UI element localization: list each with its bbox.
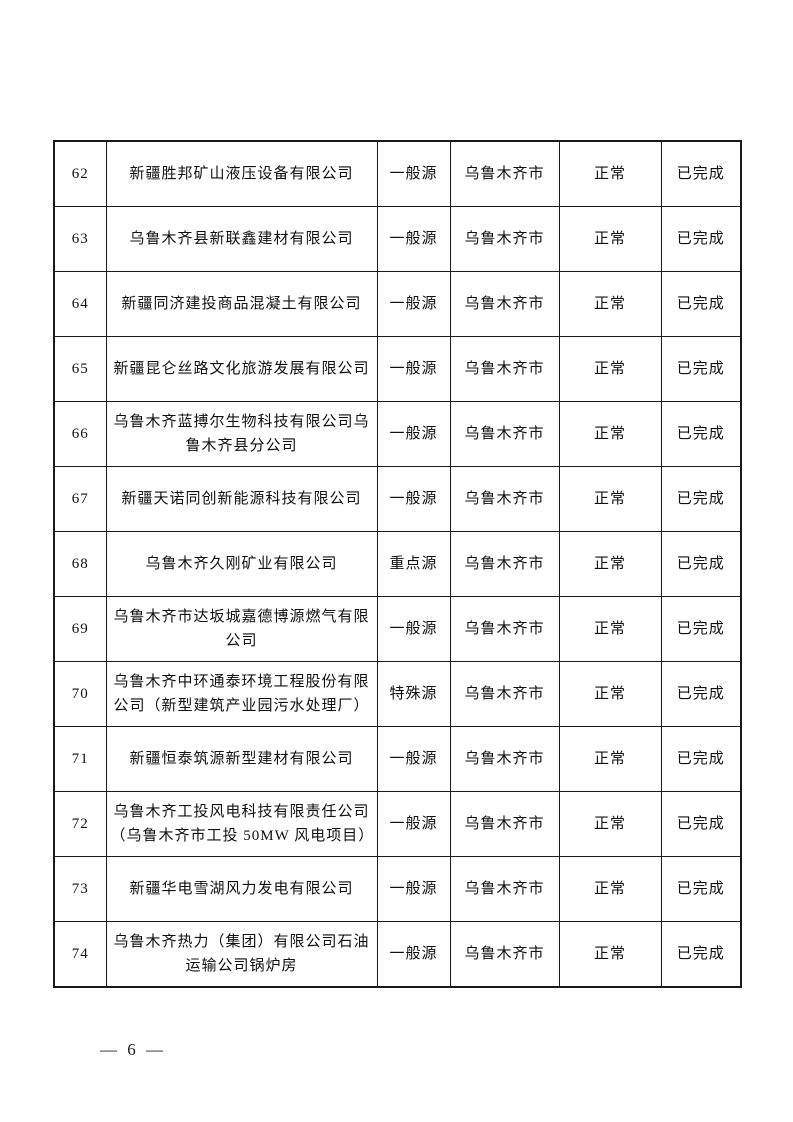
row-number-cell: 71 <box>53 726 107 792</box>
status-cell: 正常 <box>558 596 662 662</box>
city-cell: 乌鲁木齐市 <box>449 206 560 272</box>
status-cell: 正常 <box>558 856 662 922</box>
row-number-cell: 72 <box>53 791 107 857</box>
row-number-cell: 73 <box>53 856 107 922</box>
table-row: 62 新疆胜邦矿山液压设备有限公司 一般源 乌鲁木齐市 正常 已完成 <box>53 140 742 207</box>
city-cell: 乌鲁木齐市 <box>449 661 560 727</box>
completion-cell: 已完成 <box>660 140 742 207</box>
row-number-cell: 68 <box>53 531 107 597</box>
status-cell: 正常 <box>558 140 662 207</box>
city-cell: 乌鲁木齐市 <box>449 466 560 532</box>
status-cell: 正常 <box>558 336 662 402</box>
company-name-cell: 新疆胜邦矿山液压设备有限公司 <box>105 140 378 207</box>
page-number: — 6 — <box>100 1040 166 1059</box>
city-cell: 乌鲁木齐市 <box>449 726 560 792</box>
completion-cell: 已完成 <box>660 726 742 792</box>
completion-cell: 已完成 <box>660 466 742 532</box>
source-type-cell: 一般源 <box>376 206 451 272</box>
row-number-cell: 65 <box>53 336 107 402</box>
status-cell: 正常 <box>558 271 662 337</box>
completion-cell: 已完成 <box>660 596 742 662</box>
completion-cell: 已完成 <box>660 206 742 272</box>
company-name-cell: 乌鲁木齐中环通泰环境工程股份有限公司（新型建筑产业园污水处理厂） <box>105 661 378 727</box>
city-cell: 乌鲁木齐市 <box>449 336 560 402</box>
table-row: 71 新疆恒泰筑源新型建材有限公司 一般源 乌鲁木齐市 正常 已完成 <box>53 726 742 792</box>
company-name-cell: 乌鲁木齐久刚矿业有限公司 <box>105 531 378 597</box>
city-cell: 乌鲁木齐市 <box>449 140 560 207</box>
company-name-cell: 新疆华电雪湖风力发电有限公司 <box>105 856 378 922</box>
status-cell: 正常 <box>558 466 662 532</box>
status-cell: 正常 <box>558 206 662 272</box>
status-cell: 正常 <box>558 531 662 597</box>
completion-cell: 已完成 <box>660 531 742 597</box>
completion-cell: 已完成 <box>660 921 742 988</box>
table-row: 65 新疆昆仑丝路文化旅游发展有限公司 一般源 乌鲁木齐市 正常 已完成 <box>53 336 742 402</box>
source-type-cell: 一般源 <box>376 856 451 922</box>
row-number-cell: 64 <box>53 271 107 337</box>
company-name-cell: 乌鲁木齐工投风电科技有限责任公司（乌鲁木齐市工投 50MW 风电项目） <box>105 791 378 857</box>
city-cell: 乌鲁木齐市 <box>449 531 560 597</box>
table-row: 72 乌鲁木齐工投风电科技有限责任公司（乌鲁木齐市工投 50MW 风电项目） 一… <box>53 791 742 857</box>
enterprise-table-container: 62 新疆胜邦矿山液压设备有限公司 一般源 乌鲁木齐市 正常 已完成 63 乌鲁… <box>53 140 742 988</box>
table-row: 64 新疆同济建投商品混凝土有限公司 一般源 乌鲁木齐市 正常 已完成 <box>53 271 742 337</box>
city-cell: 乌鲁木齐市 <box>449 856 560 922</box>
source-type-cell: 一般源 <box>376 140 451 207</box>
source-type-cell: 重点源 <box>376 531 451 597</box>
source-type-cell: 一般源 <box>376 921 451 988</box>
table-row: 70 乌鲁木齐中环通泰环境工程股份有限公司（新型建筑产业园污水处理厂） 特殊源 … <box>53 661 742 727</box>
source-type-cell: 一般源 <box>376 726 451 792</box>
company-name-cell: 新疆天诺同创新能源科技有限公司 <box>105 466 378 532</box>
source-type-cell: 一般源 <box>376 401 451 467</box>
status-cell: 正常 <box>558 661 662 727</box>
row-number-cell: 74 <box>53 921 107 988</box>
row-number-cell: 67 <box>53 466 107 532</box>
company-name-cell: 乌鲁木齐蓝搏尔生物科技有限公司乌鲁木齐县分公司 <box>105 401 378 467</box>
company-name-cell: 新疆昆仑丝路文化旅游发展有限公司 <box>105 336 378 402</box>
completion-cell: 已完成 <box>660 791 742 857</box>
row-number-cell: 62 <box>53 140 107 207</box>
company-name-cell: 新疆恒泰筑源新型建材有限公司 <box>105 726 378 792</box>
city-cell: 乌鲁木齐市 <box>449 401 560 467</box>
row-number-cell: 66 <box>53 401 107 467</box>
completion-cell: 已完成 <box>660 856 742 922</box>
completion-cell: 已完成 <box>660 661 742 727</box>
source-type-cell: 特殊源 <box>376 661 451 727</box>
company-name-cell: 乌鲁木齐县新联鑫建材有限公司 <box>105 206 378 272</box>
status-cell: 正常 <box>558 726 662 792</box>
table-row: 69 乌鲁木齐市达坂城嘉德博源燃气有限公司 一般源 乌鲁木齐市 正常 已完成 <box>53 596 742 662</box>
row-number-cell: 70 <box>53 661 107 727</box>
city-cell: 乌鲁木齐市 <box>449 791 560 857</box>
status-cell: 正常 <box>558 921 662 988</box>
city-cell: 乌鲁木齐市 <box>449 271 560 337</box>
completion-cell: 已完成 <box>660 271 742 337</box>
company-name-cell: 乌鲁木齐市达坂城嘉德博源燃气有限公司 <box>105 596 378 662</box>
enterprise-table: 62 新疆胜邦矿山液压设备有限公司 一般源 乌鲁木齐市 正常 已完成 63 乌鲁… <box>53 140 742 988</box>
source-type-cell: 一般源 <box>376 336 451 402</box>
completion-cell: 已完成 <box>660 336 742 402</box>
city-cell: 乌鲁木齐市 <box>449 596 560 662</box>
company-name-cell: 乌鲁木齐热力（集团）有限公司石油运输公司锅炉房 <box>105 921 378 988</box>
status-cell: 正常 <box>558 401 662 467</box>
table-row: 63 乌鲁木齐县新联鑫建材有限公司 一般源 乌鲁木齐市 正常 已完成 <box>53 206 742 272</box>
row-number-cell: 69 <box>53 596 107 662</box>
source-type-cell: 一般源 <box>376 596 451 662</box>
source-type-cell: 一般源 <box>376 466 451 532</box>
table-row: 68 乌鲁木齐久刚矿业有限公司 重点源 乌鲁木齐市 正常 已完成 <box>53 531 742 597</box>
table-row: 66 乌鲁木齐蓝搏尔生物科技有限公司乌鲁木齐县分公司 一般源 乌鲁木齐市 正常 … <box>53 401 742 467</box>
completion-cell: 已完成 <box>660 401 742 467</box>
city-cell: 乌鲁木齐市 <box>449 921 560 988</box>
table-row: 74 乌鲁木齐热力（集团）有限公司石油运输公司锅炉房 一般源 乌鲁木齐市 正常 … <box>53 921 742 988</box>
source-type-cell: 一般源 <box>376 791 451 857</box>
row-number-cell: 63 <box>53 206 107 272</box>
source-type-cell: 一般源 <box>376 271 451 337</box>
table-row: 67 新疆天诺同创新能源科技有限公司 一般源 乌鲁木齐市 正常 已完成 <box>53 466 742 532</box>
table-row: 73 新疆华电雪湖风力发电有限公司 一般源 乌鲁木齐市 正常 已完成 <box>53 856 742 922</box>
table-body: 62 新疆胜邦矿山液压设备有限公司 一般源 乌鲁木齐市 正常 已完成 63 乌鲁… <box>53 140 742 988</box>
company-name-cell: 新疆同济建投商品混凝土有限公司 <box>105 271 378 337</box>
status-cell: 正常 <box>558 791 662 857</box>
